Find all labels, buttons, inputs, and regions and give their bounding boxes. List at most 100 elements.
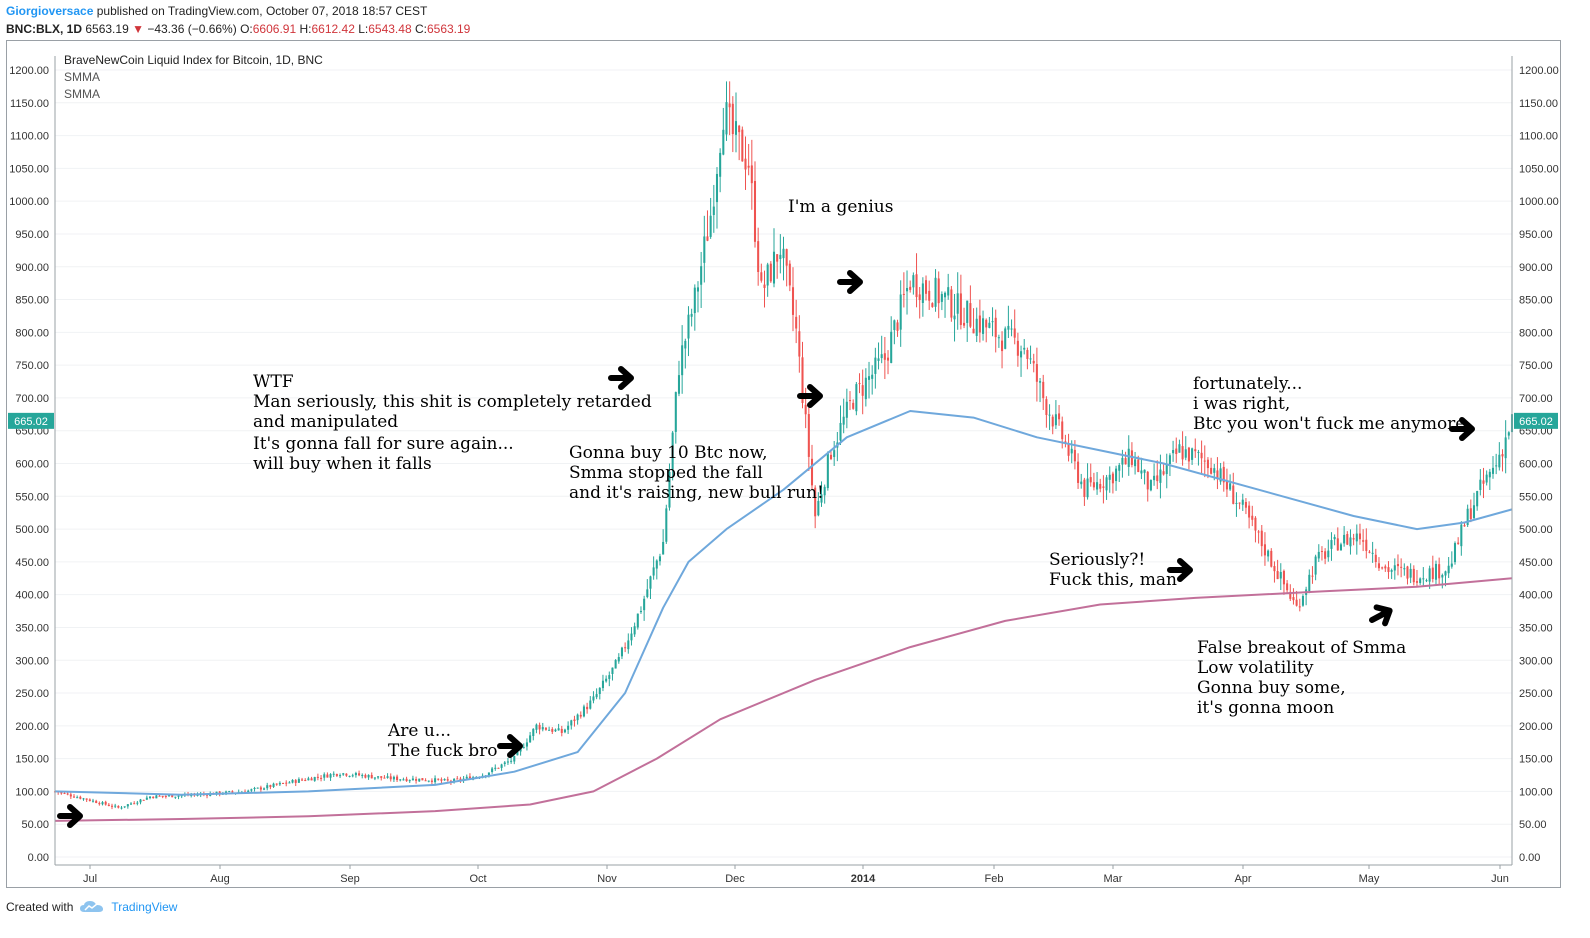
candle-body xyxy=(1463,525,1466,527)
candle-body xyxy=(516,751,519,756)
candle-body xyxy=(497,767,500,769)
candle-body xyxy=(950,289,953,318)
y-tick-left: 500.00 xyxy=(15,524,49,536)
candle-body xyxy=(855,384,858,412)
candle-body xyxy=(301,779,304,781)
author-link[interactable]: Giorgioversace xyxy=(6,4,94,18)
candle-body xyxy=(624,647,627,649)
candle-body xyxy=(706,236,709,241)
candle-body xyxy=(693,287,696,314)
smma-lines xyxy=(54,410,1513,822)
candle-body xyxy=(263,788,266,790)
candle-body xyxy=(503,762,506,764)
candle-body xyxy=(630,633,633,641)
candle-body xyxy=(155,795,158,799)
candle-body xyxy=(1232,485,1235,504)
candle-body xyxy=(1213,468,1216,473)
candle-body xyxy=(1140,470,1143,474)
x-tick-label: Jul xyxy=(83,873,97,885)
candle-body xyxy=(1298,606,1301,608)
candle-body xyxy=(342,773,345,775)
candle-body xyxy=(1260,530,1263,547)
candle-body xyxy=(79,796,82,799)
candle-body xyxy=(228,791,231,793)
arrow-right-icon xyxy=(608,366,634,390)
symbol: BNC:BLX, 1D xyxy=(6,22,83,36)
candle-body xyxy=(1384,566,1387,569)
y-tick-right: 750.00 xyxy=(1519,360,1553,372)
candle-body xyxy=(380,776,383,778)
annotation-fall: It's gonna fall for sure again... will b… xyxy=(253,434,514,474)
candle-body xyxy=(114,805,117,807)
candle-body xyxy=(681,345,684,376)
candle-body xyxy=(972,328,975,334)
candle-body xyxy=(1026,350,1029,359)
candle-body xyxy=(915,274,918,298)
candle-body xyxy=(272,783,275,787)
candle-body xyxy=(1491,467,1495,474)
candle-body xyxy=(491,768,494,773)
candle-body xyxy=(1393,565,1396,571)
candle-body xyxy=(1488,471,1491,478)
candle-body xyxy=(1146,471,1149,490)
candle-body xyxy=(1469,508,1472,520)
candle-body xyxy=(1061,421,1064,440)
x-tick-label: Oct xyxy=(469,873,486,885)
candles xyxy=(53,81,1514,810)
candle-body xyxy=(937,278,940,304)
tradingview-link[interactable]: TradingView xyxy=(111,900,178,914)
legend-smma-2[interactable]: SMMA xyxy=(64,87,100,101)
candle-body xyxy=(959,293,962,325)
y-tick-right: 500.00 xyxy=(1519,524,1553,536)
candle-body xyxy=(1428,568,1431,582)
smma-line-1[interactable] xyxy=(54,410,1513,796)
candle-body xyxy=(703,236,706,263)
last-price-tag: 665.02 xyxy=(1519,416,1553,428)
candle-body xyxy=(297,779,300,783)
candle-body xyxy=(1320,550,1323,552)
y-tick-right: 350.00 xyxy=(1519,622,1553,634)
candle-body xyxy=(858,383,861,385)
y-tick-left: 0.00 xyxy=(28,852,49,864)
candle-body xyxy=(1023,347,1026,350)
candle-body xyxy=(871,374,874,379)
candle-body xyxy=(282,782,285,784)
candle-body xyxy=(95,800,98,803)
candle-body xyxy=(845,401,848,418)
candle-body xyxy=(1080,481,1083,485)
candle-body xyxy=(1108,474,1111,480)
candle-body xyxy=(1317,551,1320,559)
axes: 1200.00 1200.00 1150.00 1150.00 1100.00 1100.… xyxy=(8,56,1559,885)
x-tick-label: Mar xyxy=(1104,873,1123,885)
candle-body xyxy=(1507,432,1510,436)
low-value: 6543.48 xyxy=(368,22,412,36)
close-value: 6563.19 xyxy=(426,22,471,36)
legend-title: BraveNewCoin Liquid Index for Bitcoin, 1… xyxy=(64,53,323,67)
candle-body xyxy=(1121,457,1124,465)
smma-line-2[interactable] xyxy=(54,577,1513,822)
candle-body xyxy=(1219,468,1222,482)
legend-smma-1[interactable]: SMMA xyxy=(64,70,100,84)
candle-body xyxy=(1343,534,1346,544)
candle-body xyxy=(928,290,931,301)
candle-body xyxy=(427,780,430,782)
candle-body xyxy=(145,797,148,800)
chart-frame[interactable] xyxy=(6,40,1561,888)
arrow-right-icon xyxy=(797,384,823,408)
candle-body xyxy=(1324,551,1327,559)
y-tick-left: 250.00 xyxy=(15,688,49,700)
open-label: O: xyxy=(240,22,253,36)
arrow-right-icon xyxy=(1369,604,1393,627)
candle-body xyxy=(988,322,991,328)
candle-body xyxy=(367,774,370,778)
candle-body xyxy=(842,416,845,425)
candle-body xyxy=(361,774,364,776)
candle-body xyxy=(620,647,623,657)
candle-body xyxy=(386,776,389,778)
y-tick-left: 100.00 xyxy=(15,786,49,798)
candle-body xyxy=(1251,515,1254,520)
candle-body xyxy=(1495,465,1498,467)
candle-body xyxy=(411,778,414,781)
candle-body xyxy=(370,774,373,779)
